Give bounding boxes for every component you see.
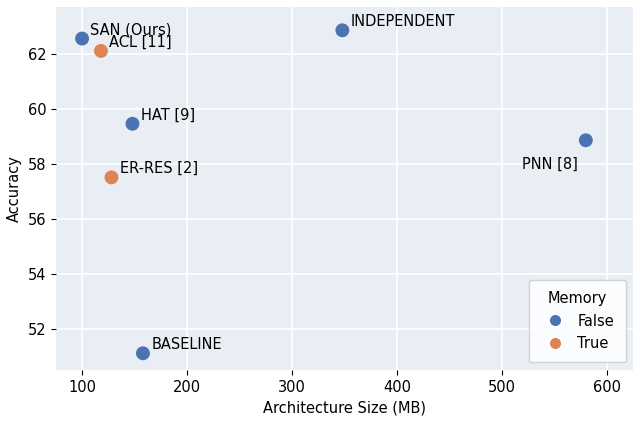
Point [77, 35, 87, 42]
Text: ER-RES [2]: ER-RES [2] [120, 161, 198, 176]
Point [138, 350, 148, 357]
Text: ACL [11]: ACL [11] [109, 35, 172, 49]
Text: INDEPENDENT: INDEPENDENT [351, 14, 455, 29]
Text: SAN (Ours): SAN (Ours) [90, 22, 172, 37]
Point [106, 174, 116, 181]
Point [127, 120, 138, 127]
Legend: False, True: False, True [529, 279, 626, 362]
Y-axis label: Accuracy: Accuracy [7, 155, 22, 222]
Point [337, 27, 348, 34]
X-axis label: Architecture Size (MB): Architecture Size (MB) [263, 400, 426, 415]
Point [96, 48, 106, 54]
Text: BASELINE: BASELINE [151, 337, 222, 352]
Text: HAT [9]: HAT [9] [141, 107, 195, 122]
Point [580, 137, 591, 143]
Text: PNN [8]: PNN [8] [522, 157, 577, 172]
